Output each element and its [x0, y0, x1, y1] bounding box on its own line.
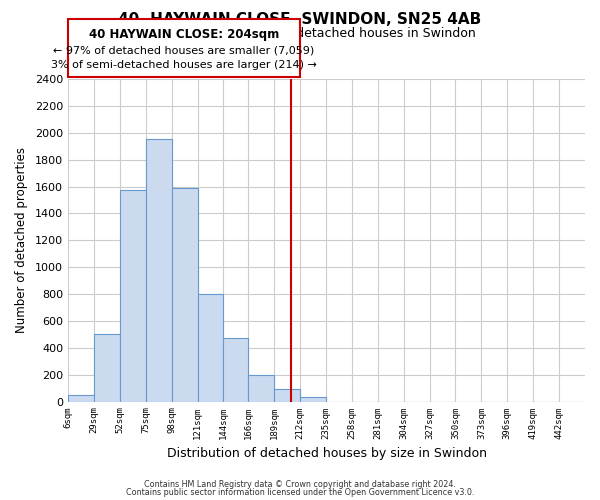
Text: 40 HAYWAIN CLOSE: 204sqm: 40 HAYWAIN CLOSE: 204sqm — [89, 28, 279, 41]
Bar — [223, 338, 248, 402]
Bar — [300, 397, 326, 402]
Bar — [120, 190, 146, 402]
Bar — [94, 334, 120, 402]
Text: 40, HAYWAIN CLOSE, SWINDON, SN25 4AB: 40, HAYWAIN CLOSE, SWINDON, SN25 4AB — [118, 12, 482, 28]
Bar — [248, 376, 274, 402]
Text: Contains public sector information licensed under the Open Government Licence v3: Contains public sector information licen… — [126, 488, 474, 497]
Bar — [274, 390, 300, 402]
X-axis label: Distribution of detached houses by size in Swindon: Distribution of detached houses by size … — [167, 447, 487, 460]
Bar — [68, 395, 94, 402]
Text: 3% of semi-detached houses are larger (214) →: 3% of semi-detached houses are larger (2… — [51, 60, 317, 70]
Text: Contains HM Land Registry data © Crown copyright and database right 2024.: Contains HM Land Registry data © Crown c… — [144, 480, 456, 489]
Y-axis label: Number of detached properties: Number of detached properties — [15, 148, 28, 334]
Text: Size of property relative to detached houses in Swindon: Size of property relative to detached ho… — [125, 28, 475, 40]
Text: ← 97% of detached houses are smaller (7,059): ← 97% of detached houses are smaller (7,… — [53, 45, 314, 55]
Bar — [172, 188, 197, 402]
Bar — [197, 294, 223, 402]
Bar — [146, 140, 172, 402]
